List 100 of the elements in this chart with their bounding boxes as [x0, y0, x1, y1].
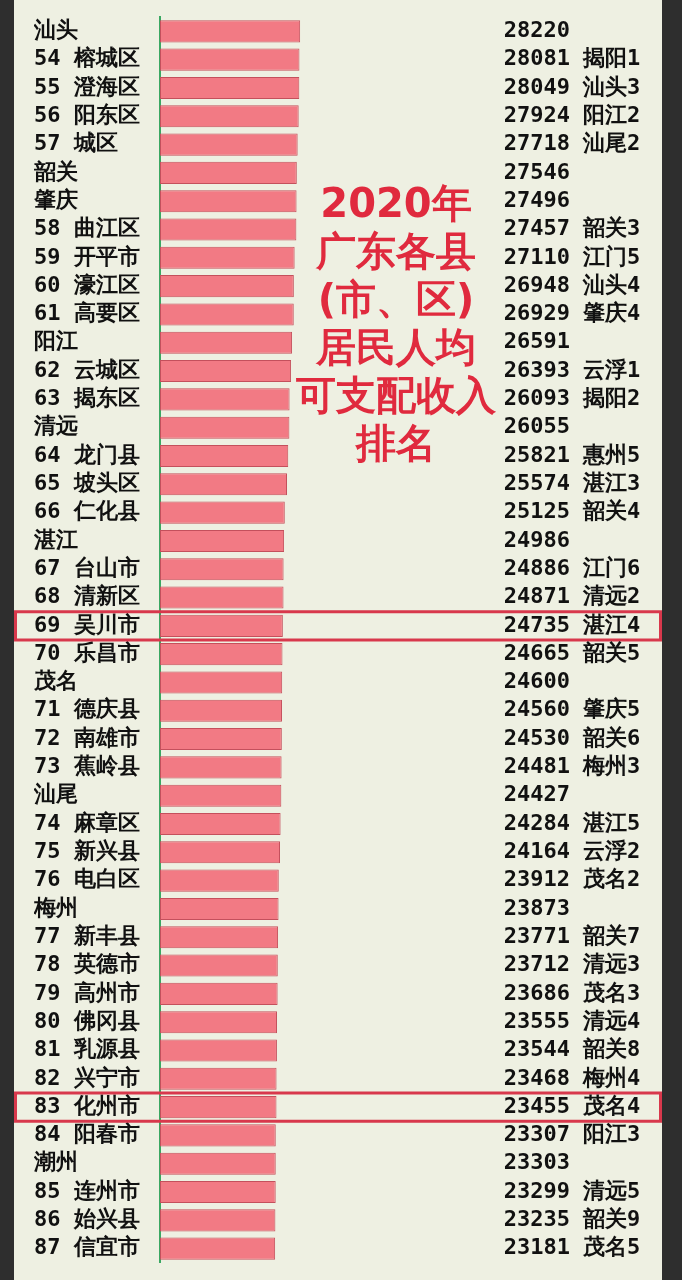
data-label: 24427 [503, 781, 570, 807]
data-label: 23235 [503, 1206, 570, 1232]
y2-tick-label: 梅州3 [582, 753, 641, 779]
data-label: 23307 [503, 1121, 570, 1147]
text: 2020年广东各县(市、区)居民人均可支配收入排名 [295, 179, 497, 467]
data-label: 27924 [503, 102, 570, 127]
y-tick-label: 73 蕉岭县 [34, 753, 140, 779]
data-label: 26093 [503, 385, 570, 411]
y-tick-label: 69 吴川市 [34, 611, 140, 637]
y2-tick-label: 韶关9 [582, 1206, 641, 1232]
y-tick-label: 67 台山市 [34, 554, 140, 580]
y-tick-label: 62 云城区 [34, 356, 140, 382]
data-label: 26948 [503, 271, 570, 297]
data-label: 24871 [503, 583, 570, 609]
data-label: 24886 [503, 554, 570, 580]
data-label: 27546 [503, 158, 570, 184]
y-tick-label: 59 开平市 [34, 243, 140, 269]
data-label: 24665 [503, 639, 570, 665]
data-label: 25821 [503, 441, 570, 467]
y-tick-label: 肇庆 [33, 186, 78, 212]
y-tick-label: 84 阳春市 [34, 1121, 140, 1147]
data-label: 27457 [503, 215, 570, 241]
data-label: 24986 [503, 526, 570, 552]
y2-tick-label: 肇庆4 [582, 300, 641, 326]
data-label: 24735 [503, 611, 570, 637]
data-label: 23303 [503, 1149, 570, 1175]
y2-tick-label: 揭阳2 [582, 385, 641, 411]
y-tick-label: 75 新兴县 [34, 838, 140, 864]
y2-tick-label: 清远3 [582, 951, 641, 977]
data-label: 25574 [503, 470, 570, 496]
y2-tick-label: 茂名5 [582, 1234, 641, 1260]
data-label: 23181 [503, 1234, 570, 1260]
y-tick-label: 61 高要区 [34, 300, 140, 326]
y-tick-label: 76 电白区 [34, 866, 140, 892]
data-label: 26591 [503, 328, 570, 354]
data-label: 23873 [503, 894, 570, 920]
y2-tick-label: 韶关4 [582, 498, 641, 524]
y-tick-label: 54 榕城区 [34, 45, 140, 71]
y-tick-label: 77 新丰县 [34, 922, 140, 948]
y2-tick-label: 江门5 [582, 243, 641, 269]
y-tick-label: 阳江 [34, 328, 78, 354]
data-label: 26929 [503, 300, 570, 326]
data-label: 24560 [503, 696, 570, 722]
data-label: 24600 [503, 668, 570, 694]
data-label: 23771 [503, 922, 570, 948]
data-label: 27718 [503, 130, 570, 156]
y-tick-label: 梅州 [33, 894, 78, 920]
y2-tick-label: 韶关6 [582, 724, 641, 750]
data-label: 25125 [503, 498, 570, 524]
y2-tick-label: 清远5 [582, 1177, 641, 1203]
data-label: 23468 [503, 1064, 570, 1090]
data-label: 26393 [503, 356, 570, 382]
y2-tick-label: 韶关7 [582, 922, 641, 948]
y-tick-label: 86 始兴县 [34, 1206, 140, 1232]
y2-tick-label: 茂名4 [582, 1092, 641, 1118]
y-tick-label: 74 麻章区 [34, 809, 140, 835]
y-tick-label: 56 阳东区 [34, 102, 140, 127]
y2-tick-label: 阳江2 [583, 102, 641, 127]
y-tick-label: 58 曲江区 [34, 215, 140, 241]
y2-tick-label: 韶关3 [582, 215, 641, 241]
data-label: 28081 [503, 45, 570, 71]
data-label: 23912 [503, 866, 570, 892]
y2-tick-label: 汕头4 [582, 271, 641, 297]
y2-tick-label: 湛江3 [582, 470, 641, 496]
y2-tick-label: 湛江5 [582, 809, 641, 835]
y-tick-label: 66 仁化县 [34, 498, 140, 524]
data-label: 23686 [503, 979, 570, 1005]
y2-tick-label: 茂名3 [582, 979, 641, 1005]
y2-tick-label: 韶关5 [582, 639, 641, 665]
y2-tick-label: 云浮1 [583, 356, 641, 382]
y-tick-label: 湛江 [33, 526, 78, 552]
y2-tick-label: 揭阳1 [582, 45, 641, 71]
y-tick-label: 70 乐昌市 [34, 639, 140, 665]
data-label: 24530 [503, 724, 570, 750]
y-tick-label: 汕头 [33, 17, 78, 43]
data-label: 28220 [503, 17, 570, 43]
y-tick-label: 72 南雄市 [34, 724, 140, 750]
y-tick-label: 71 德庆县 [34, 696, 140, 722]
y2-tick-label: 阳江3 [583, 1121, 641, 1147]
y2-tick-label: 湛江4 [582, 611, 641, 637]
data-label: 23299 [503, 1177, 570, 1203]
y-tick-label: 81 乳源县 [34, 1036, 140, 1062]
data-label: 24284 [503, 809, 570, 835]
y-tick-label: 汕尾 [33, 781, 78, 807]
y2-tick-label: 汕尾2 [582, 130, 641, 156]
y-tick-label: 60 濠江区 [34, 271, 140, 297]
y2-tick-label: 汕头3 [582, 73, 641, 99]
y-tick-label: 65 坡头区 [34, 470, 140, 496]
y2-tick-label: 茂名2 [582, 866, 641, 892]
y-tick-label: 85 连州市 [34, 1177, 140, 1203]
y2-tick-label: 云浮2 [583, 838, 641, 864]
y-tick-label: 茂名 [33, 668, 78, 694]
data-label: 24164 [503, 838, 570, 864]
y-tick-label: 潮州 [33, 1149, 78, 1175]
y2-tick-label: 韶关8 [582, 1036, 641, 1062]
data-label: 26055 [503, 413, 570, 439]
y-tick-label: 82 兴宁市 [34, 1064, 140, 1090]
data-label: 23712 [503, 951, 570, 977]
y-tick-label: 63 揭东区 [34, 385, 140, 411]
data-label: 27110 [503, 243, 570, 269]
